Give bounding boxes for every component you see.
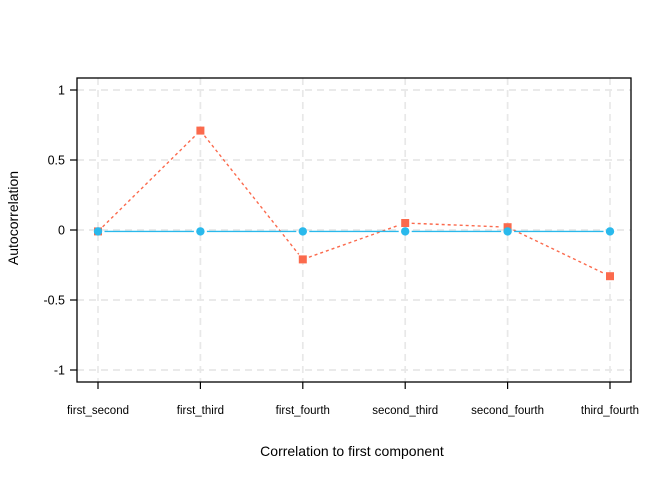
data-point-square-red-squares-dashed bbox=[298, 255, 307, 264]
data-point-square-red-squares-dashed bbox=[401, 219, 410, 227]
data-point-circle-cyan-circles-solid bbox=[503, 227, 512, 236]
plot-border bbox=[76, 77, 632, 383]
y-tick-label: -0.5 bbox=[43, 294, 65, 308]
data-point-circle-cyan-circles-solid bbox=[298, 227, 307, 236]
y-tick-label: 1 bbox=[58, 84, 65, 98]
y-tick-label: 0.5 bbox=[48, 154, 65, 168]
data-point-circle-cyan-circles-solid bbox=[93, 227, 103, 236]
x-tick-label: second_third bbox=[372, 405, 438, 417]
x-tick-label: first_second bbox=[67, 405, 129, 417]
series-segment-red-squares-dashed bbox=[203, 135, 300, 255]
x-tick-label: first_third bbox=[177, 405, 224, 417]
x-tick-label: second_fourth bbox=[471, 405, 544, 417]
series-segment-red-squares-dashed bbox=[411, 222, 502, 228]
data-point-square-red-squares-dashed bbox=[196, 126, 205, 135]
x-tick-label: first_fourth bbox=[276, 405, 330, 417]
x-tick-label: third_fourth bbox=[581, 405, 639, 417]
series-segment-red-squares-dashed bbox=[513, 229, 605, 275]
data-point-circle-cyan-circles-solid bbox=[401, 227, 410, 236]
y-tick-label: -1 bbox=[54, 364, 65, 378]
series-segment-red-squares-dashed bbox=[102, 134, 197, 228]
data-point-circle-cyan-circles-solid bbox=[605, 227, 615, 236]
data-point-circle-cyan-circles-solid bbox=[196, 227, 205, 236]
y-tick-label: 0 bbox=[58, 224, 65, 238]
x-axis-label: Correlation to first component bbox=[260, 443, 444, 459]
y-axis-label: Autocorrelation bbox=[5, 170, 21, 266]
data-point-square-red-squares-dashed bbox=[606, 272, 614, 281]
series-segment-red-squares-dashed bbox=[308, 224, 400, 258]
